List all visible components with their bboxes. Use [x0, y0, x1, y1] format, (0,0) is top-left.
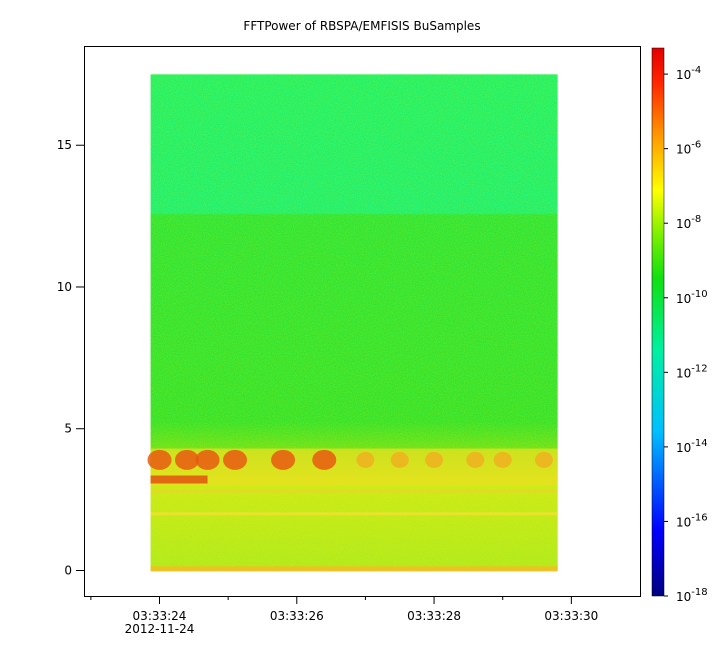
x-tick-label: 03:33:28	[407, 609, 461, 623]
emission-burst	[356, 451, 375, 468]
colorbar-tick-label: 10-6	[676, 140, 701, 157]
low-frequency-edge	[150, 566, 558, 572]
narrowband-line	[150, 512, 558, 516]
y-tick-label: 5	[64, 422, 72, 436]
emission-burst	[425, 451, 444, 468]
x-tick-date-label: 2012-11-24	[125, 622, 195, 636]
colorbar-axis: 10-4 10-6 10-8 10-10 10-12 10-14 10-16 10-18	[664, 65, 708, 604]
emission-burst	[195, 449, 220, 470]
y-tick-label: 0	[64, 563, 72, 577]
emission-burst	[174, 449, 199, 470]
emission-burst	[534, 451, 553, 468]
colorbar-tick-label: 10-14	[676, 438, 708, 455]
y-tick-label: 10	[57, 280, 72, 294]
y-tick-label: 15	[57, 138, 72, 152]
colorbar-tick-label: 10-10	[676, 289, 708, 306]
colorbar-tick-label: 10-8	[676, 214, 701, 231]
chart-title: FFTPower of RBSPA/EMFISIS BuSamples	[243, 19, 480, 33]
colorbar	[651, 47, 665, 597]
spectrogram-image	[147, 74, 558, 572]
x-tick-label: 03:33:26	[270, 609, 324, 623]
x-tick-label: 03:33:30	[544, 609, 598, 623]
emission-burst	[493, 451, 512, 468]
emission-band	[150, 448, 558, 486]
emission-burst	[147, 449, 172, 470]
colorbar-tick-label: 10-16	[676, 512, 708, 529]
y-axis: 0 5 10 15	[57, 138, 84, 577]
colorbar-tick-label: 10-12	[676, 363, 708, 380]
colorbar-tick-label: 10-18	[676, 587, 708, 604]
x-tick-label: 03:33:24	[133, 609, 187, 623]
emission-burst	[312, 449, 337, 470]
emission-burst	[390, 451, 409, 468]
emission-burst	[466, 451, 485, 468]
emission-burst	[223, 449, 248, 470]
narrowband-line	[150, 489, 558, 493]
colorbar-tick-label: 10-4	[676, 65, 701, 82]
emission-burst	[271, 449, 296, 470]
emission-burst	[150, 475, 208, 484]
